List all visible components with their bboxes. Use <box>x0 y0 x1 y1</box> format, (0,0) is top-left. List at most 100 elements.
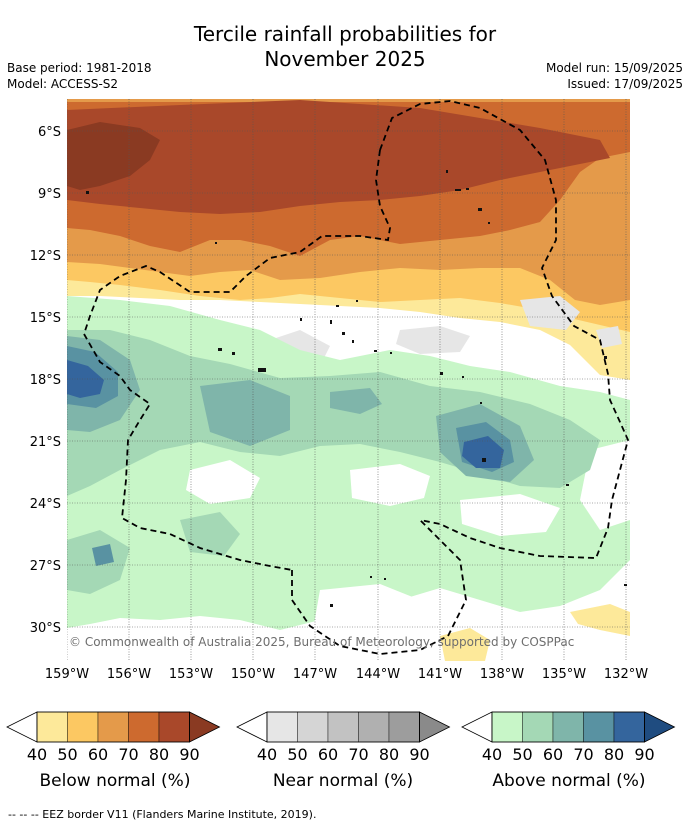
lon-tick-label: 147°W <box>293 667 337 682</box>
above-60-central <box>200 380 290 446</box>
legend-above-title: Above normal (%) <box>492 771 646 791</box>
legend-tick-label: 80 <box>149 745 169 764</box>
lon-tick-label: 135°W <box>542 667 586 682</box>
lon-tick-label: 138°W <box>480 667 524 682</box>
legend-extension-low <box>6 711 38 743</box>
legend-swatch <box>158 711 190 743</box>
legend-tick-label: 60 <box>543 745 563 764</box>
legend-tick-label: 40 <box>27 745 47 764</box>
gridlines <box>67 99 630 661</box>
lat-tick-label: 15°S <box>30 311 61 326</box>
island-dot <box>232 352 235 355</box>
island-dot <box>352 340 354 343</box>
legend-tick-label: 70 <box>118 745 138 764</box>
island-dot <box>482 458 486 462</box>
island-dot <box>440 372 443 375</box>
near-40-patch-3 <box>520 296 580 330</box>
island-dot <box>215 242 217 244</box>
legend-swatch <box>297 711 329 743</box>
legend-tick-label: 60 <box>88 745 108 764</box>
legend-swatch <box>613 711 645 743</box>
eez-border-north <box>379 100 629 559</box>
legend-swatch <box>522 711 554 743</box>
model-run: Model run: 15/09/2025 <box>545 61 683 75</box>
legend-outline <box>491 711 645 743</box>
legend-swatch <box>491 711 523 743</box>
lat-tick-label: 6°S <box>38 125 61 140</box>
near-40-patch-2 <box>396 326 470 354</box>
above-60-mid <box>330 388 382 414</box>
lat-tick-label: 12°S <box>30 249 61 264</box>
legend-swatch <box>128 711 160 743</box>
white-hole-1 <box>350 464 430 506</box>
island-dot <box>446 170 448 173</box>
legend-swatch <box>266 711 298 743</box>
legends: 40 50 60 70 80 90 40 50 60 70 80 90 40 50 60 70 80 90 <box>6 711 676 764</box>
legend-extension-high <box>419 711 451 743</box>
lat-tick-label: 21°S <box>30 435 61 450</box>
below-40-patch-se <box>570 604 630 636</box>
legend-swatch <box>327 711 359 743</box>
legend-above: 40 50 60 70 80 90 <box>461 711 676 764</box>
legend-tick-label: 40 <box>482 745 502 764</box>
island-dot <box>258 368 266 372</box>
lon-tick-label: 150°W <box>231 667 275 682</box>
legend-swatch <box>358 711 390 743</box>
island-dot <box>330 604 333 607</box>
legend-extension-low <box>461 711 493 743</box>
island-dot <box>218 348 222 351</box>
white-hole-5 <box>314 584 420 640</box>
island-dot <box>480 402 482 404</box>
below-90-region <box>67 122 160 190</box>
lat-tick-label: 9°S <box>38 187 61 202</box>
island-dot <box>488 222 490 224</box>
eez-borders <box>83 100 629 655</box>
below-40-patch-sw <box>440 628 490 661</box>
lon-tick-label: 156°W <box>107 667 151 682</box>
island-dot <box>300 318 302 321</box>
legend-tick-label: 50 <box>57 745 77 764</box>
island-dot <box>374 350 377 352</box>
lat-tick-label: 24°S <box>30 497 61 512</box>
base-period: Base period: 1981-2018 <box>7 61 152 75</box>
lon-tick-label: 144°W <box>356 667 400 682</box>
legend-swatch <box>583 711 615 743</box>
legend-tick-label: 90 <box>409 745 429 764</box>
legend-tick-label: 60 <box>318 745 338 764</box>
legend-outline <box>36 711 190 743</box>
legend-near-title: Near normal (%) <box>272 771 414 791</box>
legend-swatch <box>67 711 99 743</box>
below-80-region <box>67 100 610 214</box>
legend-tick-label: 80 <box>379 745 399 764</box>
island-dot <box>336 305 339 307</box>
model-name: Model: ACCESS-S2 <box>7 77 119 91</box>
legend-near: 40 50 60 70 80 90 <box>236 711 451 764</box>
legend-outline <box>266 711 420 743</box>
white-hole-2 <box>460 494 560 536</box>
legend-tick-label: 70 <box>348 745 368 764</box>
legend-below: 40 50 60 70 80 90 <box>6 711 221 764</box>
legend-swatch <box>552 711 584 743</box>
white-hole-3 <box>186 460 260 504</box>
island-dot <box>330 320 332 324</box>
eez-border-north-2 <box>83 149 391 571</box>
island-dot <box>384 578 386 580</box>
legend-tick-label: 50 <box>512 745 532 764</box>
island-dot <box>342 332 345 335</box>
islands <box>86 170 627 607</box>
lat-tick-label: 27°S <box>30 559 61 574</box>
probability-field <box>67 99 630 661</box>
lat-tick-label: 30°S <box>30 621 61 636</box>
meta-left: Base period: 1981-2018 Model: ACCESS-S2 <box>7 60 152 92</box>
legend-below-title: Below normal (%) <box>39 771 191 791</box>
issued-date: Issued: 17/09/2025 <box>567 77 683 91</box>
legend-extension-high <box>644 711 676 743</box>
above-70-sw <box>92 544 114 566</box>
longitude-axis: 159°W 156°W 153°W 150°W 147°W 144°W 141°W 138°W… <box>45 667 648 682</box>
legend-tick-label: 90 <box>634 745 654 764</box>
legend-extension-low <box>236 711 268 743</box>
title-line-1: Tercile rainfall probabilities for <box>193 22 497 46</box>
lon-tick-label: 132°W <box>604 667 648 682</box>
chart-title: Tercile rainfall probabilities for Novem… <box>0 22 690 72</box>
island-dot <box>86 191 89 194</box>
